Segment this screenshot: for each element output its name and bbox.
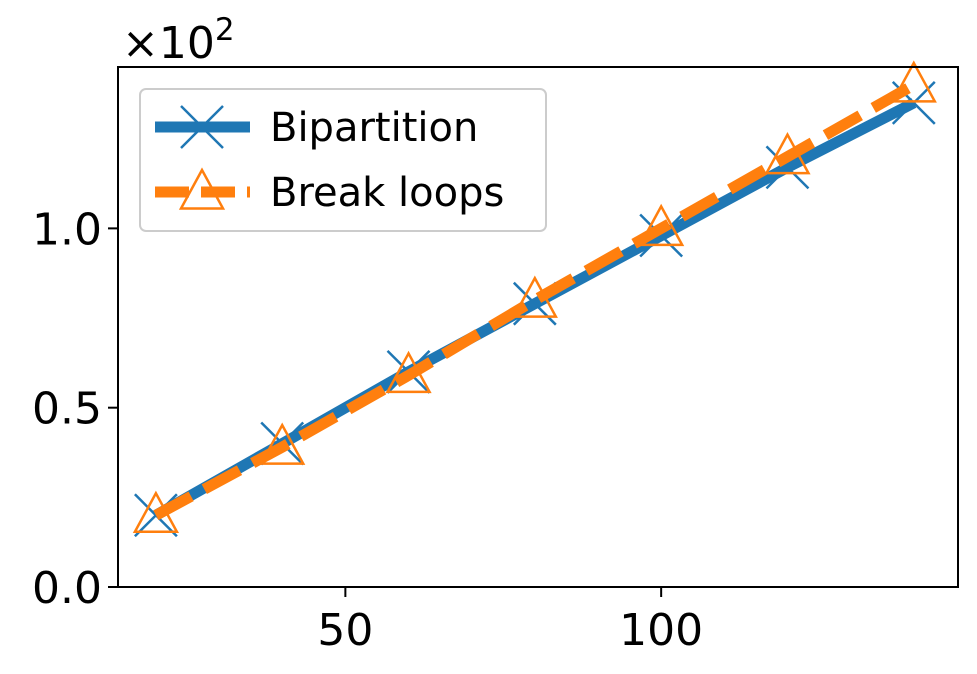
y-scale-exponent: 2 [215,12,235,48]
x-tick-label: 50 [317,605,373,656]
legend-marker [178,167,226,210]
x-tick-label: 100 [619,605,703,656]
legend-label: Bipartition [270,105,478,151]
series-2-point [511,275,558,318]
plot-area-frame [117,66,959,588]
series-1-point [639,213,684,258]
legend-entry-1: Bipartition [155,105,478,151]
y-tick-label: 0.5 [32,384,102,435]
series-2-point [385,350,432,394]
legend-marker-stroke [180,105,224,149]
series-2-line [153,80,917,521]
series-2-point [764,132,811,175]
series-1-point-stroke [639,213,684,258]
y-scale-label: ×102 [122,12,235,69]
series-2-point [132,490,180,534]
y-tick-label: 1.0 [32,204,102,255]
series-layer [132,60,937,538]
series-2 [132,60,937,534]
series-2-point [259,422,306,465]
legend-entries: Bipartition Break loops [155,105,504,216]
y-tick-label: 0.0 [32,563,102,614]
series-2-point [890,60,937,103]
legend-label: Break loops [270,170,504,216]
legend: Bipartition Break loops [139,88,547,232]
axis-layer: 50 100 0.0 0.5 1.0 [32,204,703,656]
series-2-point [638,203,685,247]
legend-marker [180,105,224,149]
legend-entry-2: Break loops [155,167,504,216]
